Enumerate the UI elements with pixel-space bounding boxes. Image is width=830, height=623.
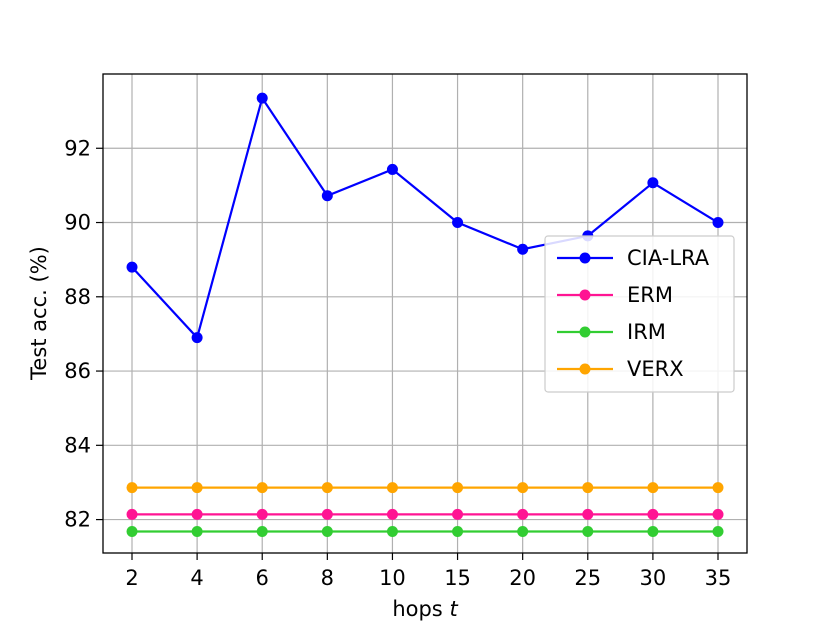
data-point <box>452 482 464 494</box>
data-point <box>126 261 138 273</box>
legend-item-verx: VERX <box>557 357 684 381</box>
data-point <box>256 525 268 537</box>
y-tick-label: 90 <box>64 211 91 235</box>
legend-item-irm: IRM <box>557 320 666 344</box>
x-axis-ticks: 2 4 6 8 10 15 20 25 30 35 <box>125 553 731 590</box>
data-point <box>647 177 659 189</box>
data-point <box>191 525 203 537</box>
legend-item-erm: ERM <box>557 283 673 307</box>
data-point <box>386 482 398 494</box>
series-irm <box>126 525 724 537</box>
legend-label: ERM <box>627 283 673 307</box>
data-point <box>386 163 398 175</box>
data-point <box>517 482 529 494</box>
x-tick-label: 30 <box>640 566 667 590</box>
data-point <box>452 525 464 537</box>
series-group <box>126 92 724 537</box>
data-point <box>452 217 464 229</box>
legend: CIA-LRA ERM IRM VERX <box>544 235 735 393</box>
data-point <box>647 482 659 494</box>
data-point <box>647 525 659 537</box>
data-point <box>126 482 138 494</box>
legend-label: IRM <box>627 320 666 344</box>
data-point <box>386 508 398 520</box>
legend-label: CIA-LRA <box>627 246 710 270</box>
data-point <box>191 332 203 344</box>
y-tick-label: 84 <box>64 433 91 457</box>
data-point <box>647 508 659 520</box>
data-point <box>126 508 138 520</box>
x-tick-label: 10 <box>379 566 406 590</box>
legend-swatch-marker <box>579 252 591 264</box>
series-erm <box>126 508 724 520</box>
x-tick-label: 15 <box>444 566 471 590</box>
y-tick-label: 92 <box>64 136 91 160</box>
data-point <box>582 482 594 494</box>
x-tick-label: 8 <box>321 566 334 590</box>
x-tick-label: 4 <box>190 566 203 590</box>
data-point <box>386 525 398 537</box>
series-cia-lra <box>126 92 724 344</box>
x-tick-label: 2 <box>125 566 138 590</box>
y-axis-ticks: 82 84 86 88 90 92 <box>64 136 103 532</box>
data-point <box>712 508 724 520</box>
data-point <box>517 243 529 255</box>
legend-swatch-marker <box>579 363 591 375</box>
plot-frame <box>102 73 748 554</box>
data-point <box>321 482 333 494</box>
data-point <box>191 508 203 520</box>
series-verx <box>126 482 724 494</box>
legend-swatch-marker <box>579 289 591 301</box>
y-tick-label: 88 <box>64 285 91 309</box>
y-axis-label: Test acc. (%) <box>27 246 51 381</box>
x-tick-label: 20 <box>509 566 536 590</box>
data-point <box>712 482 724 494</box>
data-point <box>517 508 529 520</box>
data-point <box>191 482 203 494</box>
legend-label: VERX <box>627 357 684 381</box>
data-point <box>712 525 724 537</box>
data-point <box>517 525 529 537</box>
data-point <box>582 508 594 520</box>
legend-box <box>544 235 735 393</box>
data-point <box>452 508 464 520</box>
x-tick-label: 25 <box>574 566 601 590</box>
data-point <box>321 525 333 537</box>
data-point <box>712 217 724 229</box>
x-tick-label: 35 <box>705 566 732 590</box>
data-point <box>321 190 333 202</box>
legend-swatch-marker <box>579 326 591 338</box>
y-tick-label: 82 <box>64 508 91 532</box>
data-point <box>256 92 268 104</box>
data-point <box>321 508 333 520</box>
y-tick-label: 86 <box>64 359 91 383</box>
x-axis-label: hops t <box>392 597 458 621</box>
x-tick-label: 6 <box>256 566 269 590</box>
series-line <box>131 95 719 340</box>
data-point <box>582 525 594 537</box>
data-point <box>126 525 138 537</box>
data-point <box>256 482 268 494</box>
legend-item-cia-lra: CIA-LRA <box>557 246 710 270</box>
data-point <box>256 508 268 520</box>
